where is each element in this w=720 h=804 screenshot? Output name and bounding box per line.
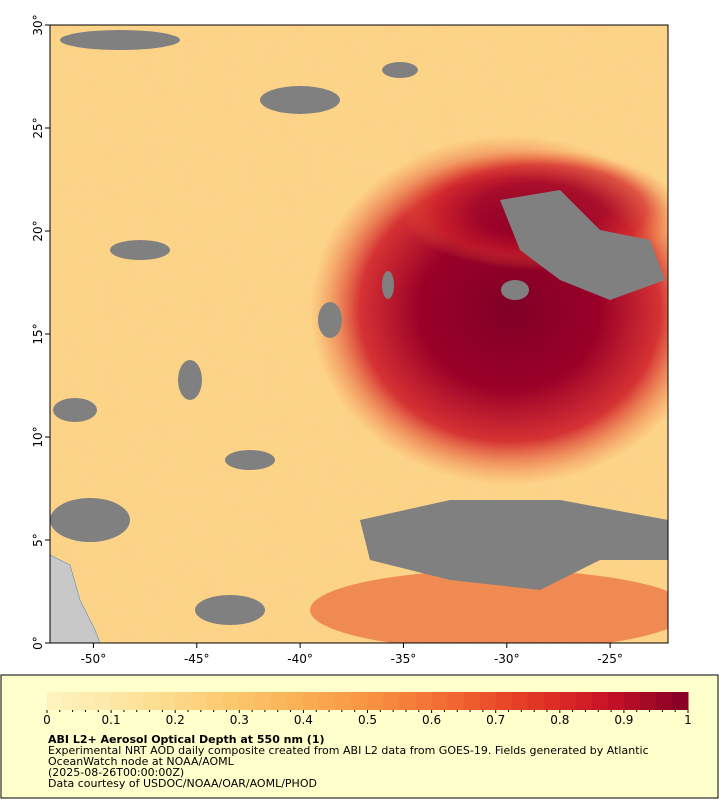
colorbar-segment (655, 692, 673, 710)
colorbar-segment (207, 692, 224, 710)
colorbar-segment (47, 692, 64, 710)
colorbar-segment (319, 692, 336, 710)
x-tick-label: -30° (494, 652, 520, 666)
y-tick-label: 5° (31, 533, 45, 547)
colorbar-segment (543, 692, 561, 710)
caption-title: ABI L2+ Aerosol Optical Depth at 550 nm … (48, 733, 325, 746)
y-tick-label: 20° (31, 220, 45, 241)
colorbar-segment (175, 692, 192, 710)
colorbar-tick-label: 0 (43, 713, 51, 727)
y-tick-label: 0° (31, 636, 45, 650)
colorbar-tick-label: 0.7 (486, 713, 505, 727)
colorbar-segment (399, 692, 417, 710)
colorbar-segment (143, 692, 160, 710)
colorbar-segment (527, 692, 545, 710)
colorbar-segment (607, 692, 625, 710)
colorbar-segment (463, 692, 481, 710)
colorbar-segment (447, 692, 465, 710)
colorbar-tick-label: 0.8 (550, 713, 569, 727)
colorbar-segment (559, 692, 577, 710)
colorbar-segment (511, 692, 529, 710)
caption-line: (2025-08-26T00:00:00Z) (48, 766, 184, 779)
colorbar-segment (639, 692, 657, 710)
colorbar-tick-label: 0.9 (614, 713, 633, 727)
colorbar-segment (191, 692, 208, 710)
colorbar-segment (623, 692, 641, 710)
colorbar-segment (95, 692, 112, 710)
colorbar-segment (79, 692, 96, 710)
x-tick-label: -45° (184, 652, 210, 666)
colorbar-segment (159, 692, 176, 710)
y-tick-label: 25° (31, 117, 45, 138)
colorbar-segment (303, 692, 320, 710)
x-tick-label: -35° (391, 652, 417, 666)
colorbar-segment (223, 692, 240, 710)
colorbar-segment (111, 692, 128, 710)
colorbar-segment (383, 692, 401, 710)
x-tick-label: -50° (81, 652, 107, 666)
x-tick-label: -25° (597, 652, 623, 666)
colorbar-segment (239, 692, 256, 710)
map-image (50, 25, 668, 643)
colorbar-segment (479, 692, 497, 710)
colorbar-segment (575, 692, 593, 710)
colorbar-segment (127, 692, 144, 710)
caption-line: Experimental NRT AOD daily composite cre… (48, 744, 649, 757)
colorbar-tick-label: 1 (684, 713, 692, 727)
y-tick-label: 30° (31, 14, 45, 35)
colorbar-tick-label: 0.5 (358, 713, 377, 727)
colorbar-segment (367, 692, 385, 710)
colorbar-segment (287, 692, 304, 710)
colorbar-segment (671, 692, 689, 710)
colorbar-tick-label: 0.4 (294, 713, 313, 727)
colorbar-segment (335, 692, 352, 710)
caption-line: Data courtesy of USDOC/NOAA/OAR/AOML/PHO… (48, 777, 317, 790)
colorbar-tick-label: 0.3 (230, 713, 249, 727)
colorbar-tick-label: 0.2 (166, 713, 185, 727)
colorbar-segment (495, 692, 513, 710)
colorbar-segment (255, 692, 272, 710)
colorbar-segment (591, 692, 609, 710)
colorbar-tick-label: 0.6 (422, 713, 441, 727)
x-tick-label: -40° (287, 652, 313, 666)
y-tick-label: 10° (31, 426, 45, 447)
colorbar-segment (271, 692, 288, 710)
colorbar-segment (431, 692, 449, 710)
colorbar-segment (415, 692, 433, 710)
colorbar-segment (63, 692, 80, 710)
colorbar-tick-label: 0.1 (102, 713, 121, 727)
y-tick-label: 15° (31, 323, 45, 344)
colorbar-segment (351, 692, 368, 710)
caption-line: OceanWatch node at NOAA/AOML (48, 755, 235, 768)
